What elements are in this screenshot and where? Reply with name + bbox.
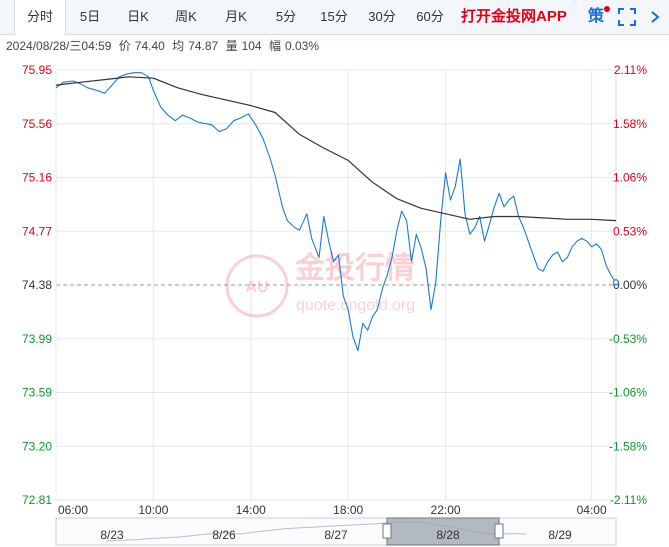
y-tick-label: 73.20 [22,439,52,453]
navigator-date-label: 8/27 [324,528,348,542]
x-tick-label: 22:00 [431,503,461,517]
percent-tick-label: -1.58% [609,439,647,453]
y-tick-label: 73.59 [22,386,52,400]
tab-weekly-k[interactable]: 周K [175,9,197,24]
tab-monthly-k[interactable]: 月K [225,9,247,24]
tab-60min[interactable]: 60分 [416,9,444,24]
average-label: 均 [172,39,185,53]
average-value: 74.87 [188,39,219,53]
y-tick-label: 75.95 [22,63,52,77]
x-tick-label: 04:00 [577,503,607,517]
percent-tick-label: -1.06% [609,386,647,400]
x-tick-label: 10:00 [138,503,168,517]
price-value: 74.40 [134,39,165,53]
percent-tick-label: 2.11% [614,63,647,77]
average-price-line [55,76,617,222]
time-navigator[interactable]: 8/23 8/26 8/27 8/28 8/29 [55,517,617,546]
quote-info-bar: 2024/08/28/三04:59 价 74.40 均 74.87 量 104 幅 0.… [6,38,323,54]
policy-button[interactable]: 策 [588,8,605,25]
tab-30min[interactable]: 30分 [368,9,396,24]
percent-tick-label: 0.53% [613,224,647,238]
navigator-frame [55,517,617,546]
percent-tick-label: 0.00% [613,278,647,292]
grid-lines [55,69,617,501]
y-tick-label: 75.56 [22,117,52,131]
quote-datetime: 2024/08/28/三04:59 [6,39,112,53]
tab-15min[interactable]: 15分 [320,9,348,24]
x-tick-label: 06:00 [58,503,88,517]
y-tick-label: 74.77 [22,224,52,238]
tab-5day[interactable]: 5日 [79,9,101,24]
navigator-left-handle[interactable] [382,523,392,539]
chart-lines [55,72,620,352]
price-line [55,72,617,352]
chevron-right-icon[interactable] [648,10,662,24]
percent-tick-label: -2.11% [610,493,647,507]
change-label: 幅 [268,39,281,53]
percent-tick-label: -0.53% [609,332,647,346]
percent-tick-label: 1.58% [613,117,647,131]
volume-value: 104 [241,39,262,53]
watermark-logo-icon [225,254,289,318]
y-tick-label: 74.38 [22,278,52,292]
tab-intraday[interactable]: 分时 [14,0,66,35]
y-tick-label: 73.99 [22,332,52,346]
last-price-point [612,279,620,286]
period-tab-bar: 分时 5日 日K 周K 月K 5分 15分 30分 60分 打开金投网APP 策 [0,0,669,35]
price-label: 价 [118,39,131,53]
navigator-right-handle[interactable] [494,523,504,539]
tab-daily-k[interactable]: 日K [127,9,149,24]
volume-label: 量 [225,39,238,53]
y-tick-label: 72.81 [22,493,52,507]
tab-5min[interactable]: 5分 [275,9,297,24]
open-app-link[interactable]: 打开金投网APP [461,8,567,25]
navigator-date-label: 8/23 [100,528,124,542]
watermark-brand: 金投行情 [294,251,415,285]
y-axis-price-labels: 75.95 75.56 75.16 74.77 74.38 73.99 73.59 73.20… [22,63,52,507]
percent-tick-label: 1.06% [613,171,647,185]
x-tick-label: 14:00 [236,503,266,517]
watermark: AU 金投行情 quote.cngold.org [225,251,415,318]
x-tick-label: 18:00 [333,503,363,517]
navigator-date-label: 8/28 [436,528,460,542]
y-tick-label: 75.16 [22,171,52,185]
fullscreen-icon[interactable] [618,8,636,26]
x-axis-time-labels: 06:00 10:00 14:00 18:00 22:00 04:00 [58,503,607,517]
navigator-date-label: 8/26 [212,528,236,542]
notification-dot [604,6,610,12]
navigator-date-label: 8/29 [548,528,572,542]
change-value: 0.03% [284,39,319,53]
watermark-url: quote.cngold.org [296,297,415,314]
watermark-logo-text: AU [245,279,268,296]
y-axis-percent-labels: 2.11% 1.58% 1.06% 0.53% 0.00% -0.53% -1.06% -1.… [609,63,647,507]
